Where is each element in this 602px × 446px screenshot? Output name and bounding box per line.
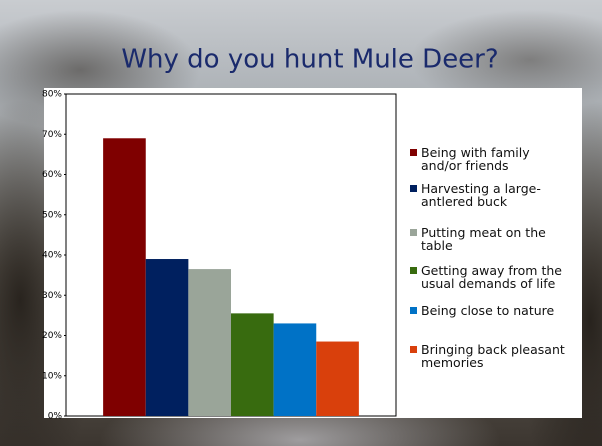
legend-item: Bringing back pleasant memories (410, 343, 571, 369)
y-tick-label: 60% (42, 170, 62, 180)
bar (316, 342, 359, 416)
legend-label: Getting away from the usual demands of l… (421, 263, 562, 291)
y-tick-label: 20% (42, 331, 62, 341)
legend-label: Being close to nature (421, 303, 554, 318)
legend-swatch (410, 346, 417, 353)
legend-item: Being with family and/or friends (410, 146, 571, 172)
legend-swatch (410, 229, 417, 236)
legend-swatch (410, 149, 417, 156)
legend-item: Getting away from the usual demands of l… (410, 264, 571, 290)
legend-swatch (410, 267, 417, 274)
legend-item: Harvesting a large-antlered buck (410, 182, 571, 208)
chart: Why do you hunt Mule Deer? 0% 10% 20% 30% 40… (0, 0, 602, 446)
legend-label: Putting meat on the table (421, 225, 546, 253)
legend-swatch (410, 185, 417, 192)
y-tick-label: 40% (42, 251, 62, 261)
y-tick-label: 70% (42, 130, 62, 140)
legend-item: Putting meat on the table (410, 226, 571, 252)
legend-label: Bringing back pleasant memories (421, 342, 565, 370)
bar (188, 269, 231, 416)
y-tick-label: 10% (42, 371, 62, 381)
bar (146, 259, 189, 416)
y-tick-label: 30% (42, 291, 62, 301)
slide: Why do you hunt Mule Deer? 0% 10% 20% 30% 40… (0, 0, 602, 446)
y-tick-label: 80% (42, 90, 62, 100)
bar (274, 323, 317, 416)
chart-title: Why do you hunt Mule Deer? (121, 45, 498, 75)
legend-swatch (410, 307, 417, 314)
legend-label: Being with family and/or friends (421, 145, 530, 173)
y-tick-label: 50% (42, 210, 62, 220)
bar (231, 313, 274, 416)
bar (103, 138, 146, 416)
legend-item: Being close to nature (410, 304, 571, 317)
legend-label: Harvesting a large-antlered buck (421, 181, 541, 209)
y-tick-label: 0% (48, 412, 63, 422)
